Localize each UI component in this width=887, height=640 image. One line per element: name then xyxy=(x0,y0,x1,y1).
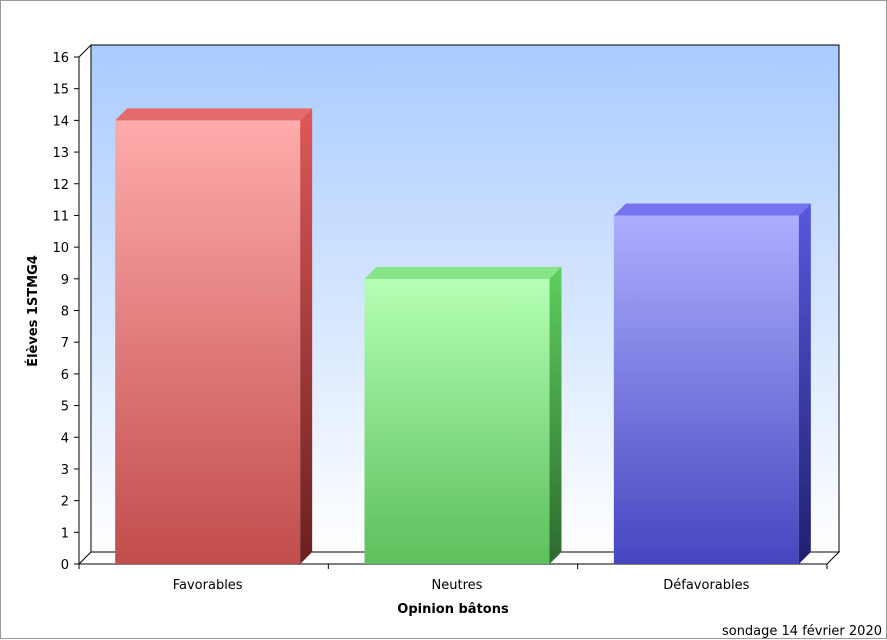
y-tick-label: 14 xyxy=(52,114,69,129)
y-tick-label: 11 xyxy=(52,209,69,224)
y-tick-label: 5 xyxy=(61,400,69,415)
axis-depth-line xyxy=(78,44,92,58)
x-tick-label: Défavorables xyxy=(663,578,749,593)
bar-side xyxy=(549,266,562,564)
x-axis-categories: Favorables Neutres Défavorables xyxy=(78,564,828,593)
y-tick-label: 4 xyxy=(61,431,69,446)
bar-favorables xyxy=(115,108,313,564)
y-tick-label: 10 xyxy=(52,241,69,256)
y-tick-label: 1 xyxy=(61,526,69,541)
back-wall-frame xyxy=(90,44,840,552)
bar-neutres xyxy=(364,266,562,564)
y-tick-label: 15 xyxy=(52,83,69,98)
bar-front xyxy=(613,215,799,564)
y-tick-label: 9 xyxy=(61,273,69,288)
bar-front xyxy=(115,120,301,564)
y-tick-label: 12 xyxy=(52,178,69,193)
y-tick-label: 16 xyxy=(52,51,69,66)
bar-top xyxy=(364,266,562,279)
y-tick-label: 8 xyxy=(61,305,69,320)
footnote: sondage 14 février 2020 xyxy=(722,624,882,639)
y-tick-label: 2 xyxy=(61,495,69,510)
bar-side xyxy=(300,108,313,564)
y-axis-title: Élèves 1STMG4 xyxy=(25,255,41,367)
x-axis-title: Opinion bâtons xyxy=(397,602,509,617)
bars xyxy=(115,108,811,564)
bar-top xyxy=(115,108,313,121)
y-tick-label: 3 xyxy=(61,463,69,478)
bar-défavorables xyxy=(613,203,811,564)
y-tick-label: 6 xyxy=(61,368,69,383)
bar-top xyxy=(613,203,811,216)
bar-side xyxy=(798,203,811,564)
y-tick-label: 0 xyxy=(61,558,69,573)
y-tick-label: 7 xyxy=(61,336,69,351)
bar-front xyxy=(364,278,550,564)
y-tick-label: 13 xyxy=(52,146,69,161)
x-tick-label: Favorables xyxy=(173,578,243,593)
x-tick-label: Neutres xyxy=(432,578,483,593)
